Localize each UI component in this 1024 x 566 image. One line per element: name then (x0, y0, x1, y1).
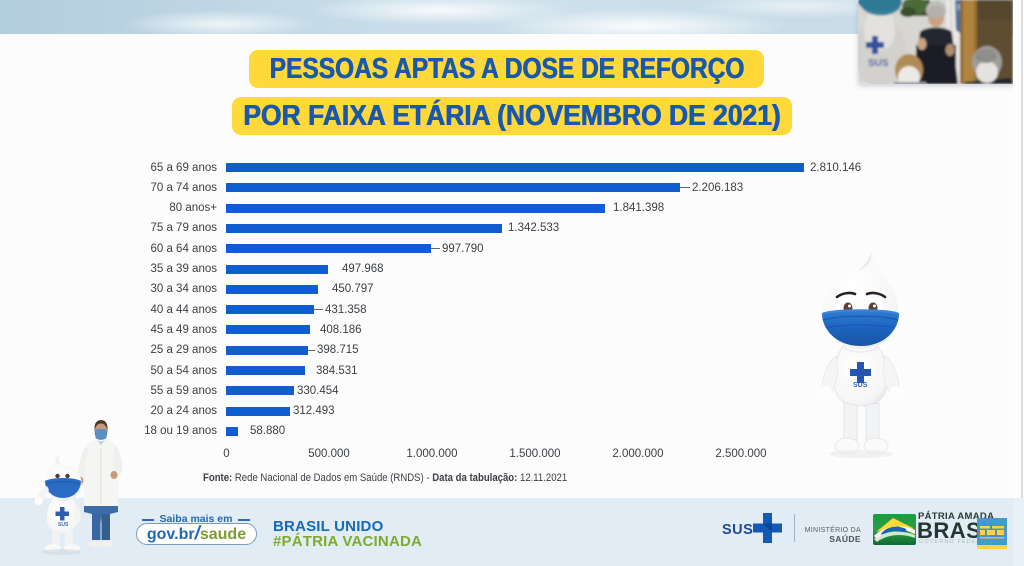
svg-text:SUS: SUS (868, 58, 889, 69)
svg-text:SUS: SUS (853, 382, 868, 389)
svg-text:SUS: SUS (58, 522, 69, 528)
